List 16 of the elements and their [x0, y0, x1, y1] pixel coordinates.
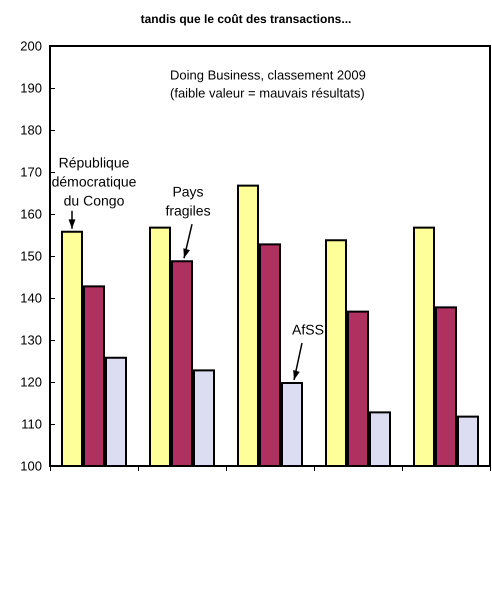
series-label: République démocratique du Congo	[52, 154, 137, 208]
y-tick-label: 140	[20, 290, 42, 306]
y-tick-label: 190	[20, 80, 42, 96]
text: AfSS	[292, 322, 324, 338]
y-tick-label: 120	[20, 374, 42, 390]
y-tick-label: 100	[20, 458, 42, 474]
y-tick-label: 110	[21, 416, 42, 432]
y-tick-label: 160	[20, 206, 42, 222]
y-tick-label: 170	[20, 164, 42, 180]
chart-title: tandis que le coût des transactions...	[140, 12, 352, 26]
y-tick-label: 180	[20, 122, 42, 138]
annotation: Doing Business, classement 2009 (faible valeur = mauvais résultats)	[170, 68, 366, 100]
y-tick-label: 150	[20, 248, 42, 264]
text: Pays fragiles	[165, 184, 211, 219]
y-tick-label: 200	[20, 38, 42, 54]
y-tick-label: 130	[20, 332, 42, 348]
